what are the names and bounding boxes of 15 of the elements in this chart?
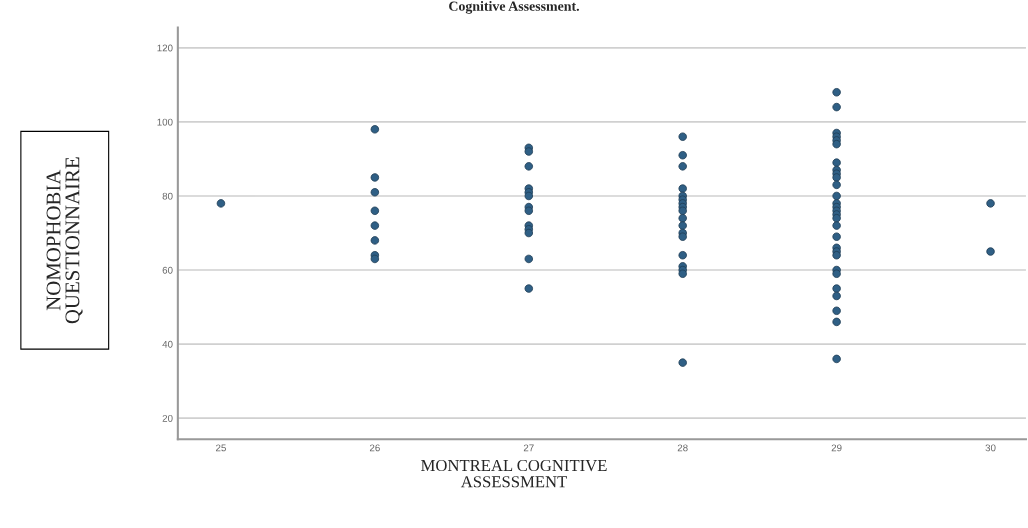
y-tick-label: 120 [157, 44, 173, 52]
y-tick-label: 80 [162, 192, 173, 200]
x-axis-title: MONTREAL COGNITIVE ASSESSMENT [421, 459, 607, 488]
x-tick-label: 27 [523, 444, 534, 452]
chart-title: Cognitive Assessment. [449, 1, 579, 14]
y-tick-label: 40 [162, 340, 173, 348]
x-tick-label: 28 [677, 444, 688, 452]
x-tick-label: 29 [831, 444, 842, 452]
y-tick-label: 20 [162, 414, 173, 422]
y-tick-label: 100 [157, 118, 173, 126]
y-axis-title: NOMOPHOBIA QUESTIONNAIRE [46, 157, 83, 324]
x-tick-label: 25 [216, 444, 226, 452]
x-tick-label: 30 [985, 444, 996, 452]
y-tick-label: 60 [162, 266, 173, 274]
x-tick-label: 26 [369, 444, 380, 452]
